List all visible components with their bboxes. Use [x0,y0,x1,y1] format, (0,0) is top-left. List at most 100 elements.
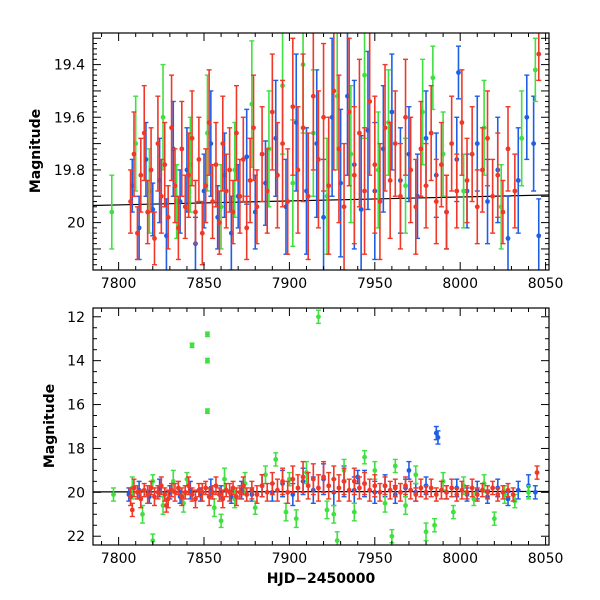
bottom-data-point [413,472,419,478]
bottom-data-point [310,476,316,482]
top-data-point [321,214,326,220]
bottom-data-point [362,481,367,486]
bottom-y-tick-label: 22 [67,529,85,545]
top-data-point [389,109,395,115]
bottom-data-point [175,485,181,491]
bottom-data-point [450,509,456,515]
top-data-point [479,167,485,173]
bottom-data-point [490,485,496,491]
top-data-point [244,225,250,231]
top-data-point [160,114,166,120]
bottom-data-point [336,485,342,491]
bottom-data-point [240,483,246,489]
top-data-point [362,188,367,194]
bottom-data-point [111,492,116,497]
bottom-y-tick-label: 16 [67,398,85,414]
top-data-point [372,162,378,168]
top-data-point [285,199,291,204]
top-data-point [413,204,419,210]
bottom-x-tick-label: 8000 [442,551,478,567]
top-data-point [326,183,332,189]
bottom-data-point [275,487,280,493]
top-data-point [165,214,171,220]
bottom-data-point [439,487,444,493]
bottom-data-point [372,483,378,489]
top-data-point [230,209,236,215]
top-y-axis-title: Magnitude [28,109,44,193]
bottom-data-point [469,485,475,491]
top-data-point [341,204,347,210]
bottom-data-point [263,472,268,478]
bottom-data-point [444,489,449,495]
top-data-point [519,135,525,141]
bottom-data-point [227,489,233,495]
top-data-point [109,209,115,215]
bottom-data-point [252,505,258,511]
bottom-data-point [454,492,460,497]
bottom-data-point [464,489,470,495]
top-panel: 7800 7850 7900 7950 8000 8050 19.4 19.6 19.8 20 M… [28,32,564,292]
bottom-y-tick-label: 14 [67,354,85,370]
bottom-data-point [160,503,166,508]
bottom-data-point [128,494,133,500]
top-data-point [237,193,243,199]
bottom-panel: 7800 7850 7900 7950 8000 8050 12 14 16 18 20 22 Mag… [42,307,563,587]
top-data-point [227,167,233,173]
top-data-point [474,204,480,210]
bottom-data-point [495,492,501,497]
bottom-data-point [249,487,255,493]
top-data-point [536,233,542,239]
bottom-data-point [418,485,424,491]
bottom-y-tick-label: 20 [67,485,85,501]
top-x-tick-label: 8000 [442,276,478,292]
top-data-point [505,146,511,152]
bottom-data-point [403,503,408,508]
bottom-data-point [264,489,270,495]
bottom-data-point [203,485,209,491]
top-data-point [444,209,449,215]
top-data-point [269,109,275,115]
top-y-tick-label: 19.4 [54,58,85,74]
top-data-point [175,225,181,231]
top-data-point [155,141,161,147]
bottom-data-point [129,507,135,513]
bottom-data-point [449,485,455,491]
bottom-data-point [141,487,147,493]
top-data-point [162,162,168,168]
bottom-data-point [459,487,465,493]
top-data-point [536,51,542,57]
top-data-point [490,193,496,199]
top-data-point [532,67,538,73]
bottom-data-point [285,489,291,495]
bottom-data-point [223,487,229,493]
top-data-point [351,172,357,178]
bottom-data-point [164,503,169,508]
bottom-data-point [433,492,439,497]
top-data-point [456,70,461,75]
top-data-point [515,178,521,183]
top-data-point [531,141,537,147]
bottom-data-point [389,533,395,539]
top-x-tick-label: 8050 [528,276,564,292]
bottom-data-point [199,489,205,495]
top-data-point [392,141,398,147]
top-data-point [418,146,424,152]
top-data-point [357,130,362,136]
top-data-point [423,183,429,189]
bottom-data-point [300,474,306,480]
bottom-data-point [324,507,330,513]
top-data-point [454,188,460,194]
bottom-data-point [534,470,540,475]
bottom-data-point [351,509,357,515]
bottom-data-point [471,496,477,502]
top-data-point [128,199,133,204]
bottom-data-point [346,487,352,493]
top-data-point [433,199,439,204]
bottom-data-point [474,492,480,497]
top-data-point [244,154,250,160]
top-data-point [464,178,470,183]
top-data-point [240,157,246,162]
bottom-series-1 [110,309,532,545]
bottom-data-point [148,485,154,491]
bottom-data-point [170,478,176,484]
